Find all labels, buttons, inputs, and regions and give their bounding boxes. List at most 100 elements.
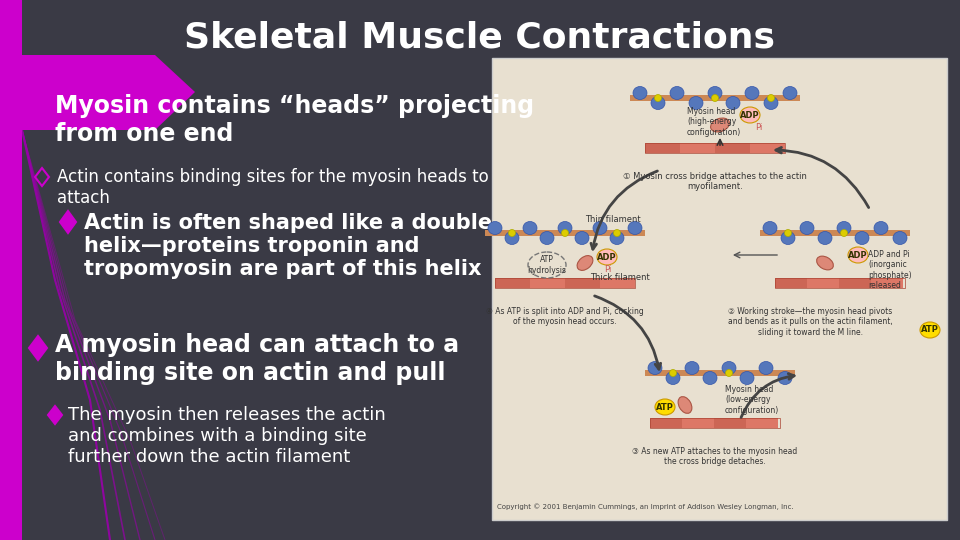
Ellipse shape [523,221,537,234]
Ellipse shape [708,86,722,99]
Ellipse shape [745,86,759,99]
Ellipse shape [670,86,684,99]
Ellipse shape [763,221,777,234]
Ellipse shape [558,221,572,234]
Polygon shape [60,211,76,233]
Ellipse shape [740,107,760,123]
Ellipse shape [759,361,773,375]
Ellipse shape [597,249,617,265]
Ellipse shape [784,230,791,237]
Text: Actin is often shaped like a double
helix—proteins troponin and
tropomyosin are : Actin is often shaped like a double heli… [84,213,492,279]
Polygon shape [29,96,47,120]
Ellipse shape [800,221,814,234]
Ellipse shape [767,94,775,102]
Text: ② Working stroke—the myosin head pivots
and bends as it pulls on the actin filam: ② Working stroke—the myosin head pivots … [728,307,893,337]
Ellipse shape [874,221,888,234]
Polygon shape [48,406,62,424]
Ellipse shape [540,232,554,245]
Polygon shape [0,55,195,130]
Ellipse shape [817,256,833,270]
Text: Myosin head
(high-energy
configuration): Myosin head (high-energy configuration) [687,107,741,137]
Bar [495,278,530,288]
Ellipse shape [722,361,736,375]
Ellipse shape [726,369,732,376]
Text: Actin contains binding sites for the myosin heads to
attach: Actin contains binding sites for the myo… [57,168,489,207]
Bar [650,418,780,428]
Bar [495,278,635,288]
Bar [0,0,22,540]
Bar [750,143,785,153]
Ellipse shape [488,221,502,234]
Bar [530,278,565,288]
Bar [630,95,800,101]
Ellipse shape [740,372,754,384]
Text: ④ As ATP is split into ADP and Pi, cocking
of the myosin head occurs.: ④ As ATP is split into ADP and Pi, cocki… [486,307,644,326]
Ellipse shape [678,397,692,413]
Bar [682,418,714,428]
Bar [645,370,795,376]
Text: ADP: ADP [849,251,868,260]
Text: Myosin head
(low-energy
configuration): Myosin head (low-energy configuration) [725,385,780,415]
Ellipse shape [655,399,675,415]
Ellipse shape [855,232,869,245]
Bar [760,230,910,236]
Text: Copyright © 2001 Benjamin Cummings, an Imprint of Addison Wesley Longman, Inc.: Copyright © 2001 Benjamin Cummings, an I… [497,503,794,510]
Ellipse shape [703,372,717,384]
Bar [775,278,905,288]
Ellipse shape [841,230,848,237]
Ellipse shape [783,86,797,99]
Ellipse shape [669,369,677,376]
Text: A myosin head can attach to a
binding site on actin and pull: A myosin head can attach to a binding si… [55,333,459,385]
Ellipse shape [562,230,568,237]
Bar [715,143,750,153]
Ellipse shape [633,86,647,99]
Ellipse shape [575,232,589,245]
Ellipse shape [781,232,795,245]
Bar [680,143,715,153]
Ellipse shape [764,97,778,110]
Ellipse shape [655,94,661,102]
Ellipse shape [848,247,868,263]
Ellipse shape [613,230,620,237]
Ellipse shape [648,361,662,375]
Ellipse shape [685,361,699,375]
Bar [807,278,839,288]
Bar [645,143,680,153]
Ellipse shape [577,255,593,271]
Bar [645,143,785,153]
Ellipse shape [610,232,624,245]
Ellipse shape [711,94,718,102]
Ellipse shape [778,372,792,384]
Ellipse shape [666,372,680,384]
Text: Pi: Pi [755,124,762,132]
Text: ATP: ATP [656,402,674,411]
Ellipse shape [818,232,832,245]
Ellipse shape [710,118,730,132]
Ellipse shape [628,221,642,234]
Bar [871,278,903,288]
Text: ③ As new ATP attaches to the myosin head
the cross bridge detaches.: ③ As new ATP attaches to the myosin head… [633,447,798,467]
Ellipse shape [893,232,907,245]
Text: Thin filament: Thin filament [585,215,640,225]
Ellipse shape [509,230,516,237]
Text: Pi: Pi [604,266,612,274]
Ellipse shape [593,221,607,234]
Bar [839,278,871,288]
Text: The myosin then releases the actin
and combines with a binding site
further down: The myosin then releases the actin and c… [68,406,386,465]
Bar [485,230,645,236]
Text: Skeletal Muscle Contractions: Skeletal Muscle Contractions [184,21,776,55]
Text: ADP and Pi
(inorganic
phosphate)
released: ADP and Pi (inorganic phosphate) release… [868,250,912,290]
Ellipse shape [920,322,940,338]
Text: ATP
hydrolysis: ATP hydrolysis [527,255,566,275]
Bar [746,418,778,428]
Ellipse shape [726,97,740,110]
Ellipse shape [651,97,665,110]
Bar [600,278,635,288]
Ellipse shape [689,97,703,110]
Text: ① Myosin cross bridge attaches to the actin
myofilament.: ① Myosin cross bridge attaches to the ac… [623,172,807,191]
Text: ADP: ADP [597,253,617,261]
Text: ATP: ATP [921,326,939,334]
Text: Thick filament: Thick filament [590,273,650,281]
Bar [714,418,746,428]
Bar [775,278,807,288]
